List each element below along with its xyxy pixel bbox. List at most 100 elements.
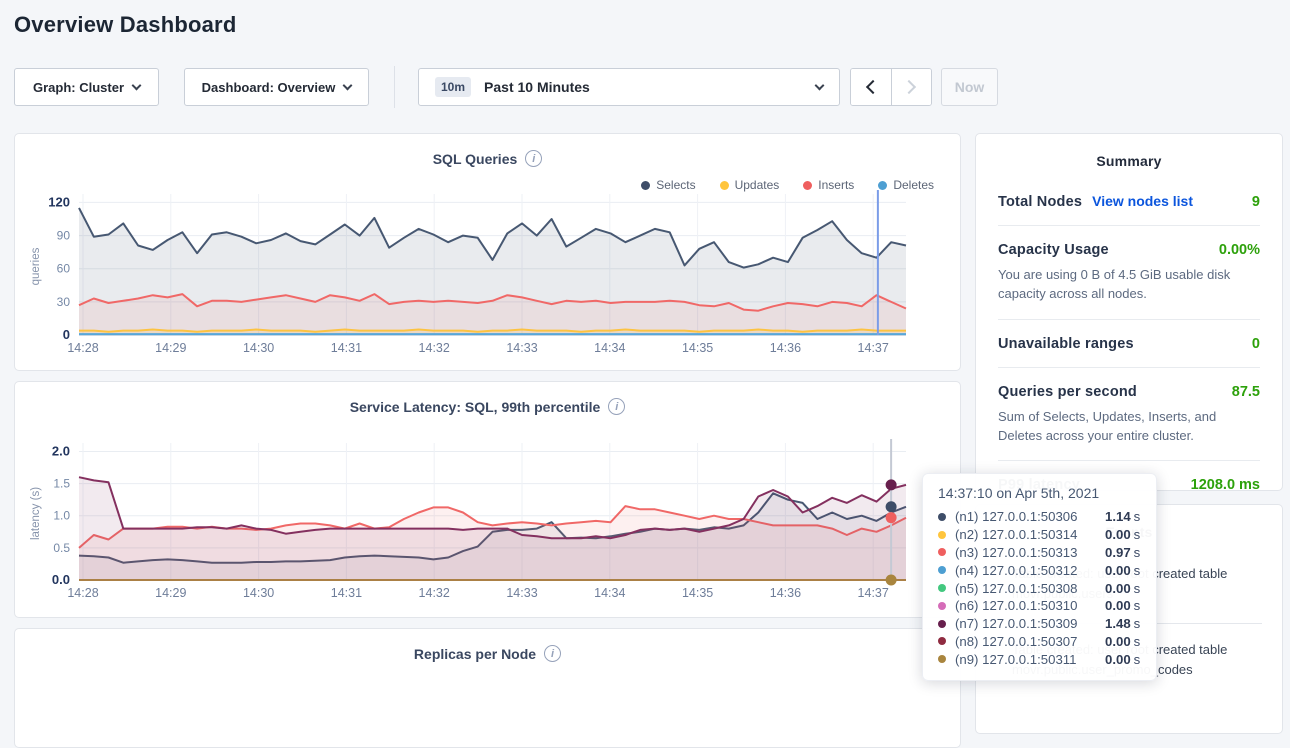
info-icon[interactable]: i bbox=[544, 645, 561, 662]
svg-text:0.5: 0.5 bbox=[53, 541, 70, 555]
tooltip-node-unit: s bbox=[1134, 652, 1141, 667]
tooltip-node-value: 1.48 bbox=[1105, 616, 1131, 631]
node-color-dot bbox=[938, 655, 946, 663]
tooltip-node-value: 0.00 bbox=[1105, 563, 1131, 578]
tooltip-node-unit: s bbox=[1134, 545, 1141, 560]
service-latency-card: Service Latency: SQL, 99th percentile i … bbox=[14, 381, 961, 618]
time-prev-button[interactable] bbox=[851, 69, 892, 105]
summary-stat: Capacity Usage 0.00% You are using 0 B of … bbox=[998, 225, 1260, 319]
tooltip-node-unit: s bbox=[1134, 616, 1141, 631]
chart-hover-tooltip: 14:37:10 on Apr 5th, 2021 (n1) 127.0.0.1… bbox=[922, 473, 1157, 681]
tooltip-row: (n2) 127.0.0.1:503140.00s bbox=[938, 526, 1141, 544]
tooltip-node-address: (n3) 127.0.0.1:50313 bbox=[955, 545, 1105, 560]
node-color-dot bbox=[938, 566, 946, 574]
summary-stat-label: Capacity Usage bbox=[998, 242, 1109, 258]
tooltip-node-unit: s bbox=[1134, 581, 1141, 596]
summary-stat-label: Total Nodes bbox=[998, 194, 1082, 210]
tooltip-node-address: (n7) 127.0.0.1:50309 bbox=[955, 616, 1105, 631]
node-color-dot bbox=[938, 548, 946, 556]
node-color-dot bbox=[938, 602, 946, 610]
chart-title: Replicas per Node bbox=[414, 646, 536, 662]
dashboard-dropdown-label: Dashboard: Overview bbox=[202, 80, 336, 95]
tooltip-node-address: (n5) 127.0.0.1:50308 bbox=[955, 581, 1105, 596]
summary-stat-value: 0 bbox=[1252, 336, 1260, 352]
page-title: Overview Dashboard bbox=[14, 12, 236, 38]
node-color-dot bbox=[938, 620, 946, 628]
summary-stat-desc: You are using 0 B of 4.5 GiB usable disk… bbox=[998, 266, 1260, 304]
summary-stat-value: 1208.0 ms bbox=[1191, 477, 1260, 493]
service-latency-chart[interactable]: 14:2814:2914:3014:3114:3214:3314:3414:35… bbox=[15, 382, 960, 617]
svg-text:14:29: 14:29 bbox=[155, 586, 186, 600]
tooltip-row: (n4) 127.0.0.1:503120.00s bbox=[938, 561, 1141, 579]
tooltip-node-value: 0.00 bbox=[1105, 652, 1131, 667]
svg-text:14:36: 14:36 bbox=[770, 341, 801, 355]
node-color-dot bbox=[938, 531, 946, 539]
time-next-button[interactable] bbox=[892, 69, 932, 105]
node-color-dot bbox=[938, 637, 946, 645]
tooltip-node-value: 0.00 bbox=[1105, 581, 1131, 596]
view-nodes-list-link[interactable]: View nodes list bbox=[1092, 193, 1193, 209]
svg-text:2.0: 2.0 bbox=[52, 443, 70, 458]
svg-text:14:29: 14:29 bbox=[155, 341, 186, 355]
chevron-right-icon bbox=[902, 80, 916, 94]
graph-dropdown[interactable]: Graph: Cluster bbox=[14, 68, 159, 106]
summary-stat-value: 0.00% bbox=[1219, 242, 1260, 258]
tooltip-node-unit: s bbox=[1134, 598, 1141, 613]
svg-text:14:35: 14:35 bbox=[682, 586, 713, 600]
time-range-dropdown[interactable]: 10m Past 10 Minutes bbox=[418, 68, 840, 106]
svg-text:14:30: 14:30 bbox=[243, 341, 274, 355]
dashboard-dropdown[interactable]: Dashboard: Overview bbox=[184, 68, 369, 106]
chevron-down-icon bbox=[132, 81, 142, 91]
time-nav-group bbox=[850, 68, 932, 106]
now-button-label: Now bbox=[955, 79, 985, 95]
node-color-dot bbox=[938, 584, 946, 592]
tooltip-node-value: 0.00 bbox=[1105, 634, 1131, 649]
tooltip-node-address: (n2) 127.0.0.1:50314 bbox=[955, 527, 1105, 542]
summary-stat: Total Nodes View nodes list 9 bbox=[998, 177, 1260, 225]
summary-stat-label: Unavailable ranges bbox=[998, 336, 1134, 352]
chevron-left-icon bbox=[866, 80, 880, 94]
svg-text:14:30: 14:30 bbox=[243, 586, 274, 600]
summary-title: Summary bbox=[976, 134, 1282, 177]
tooltip-node-unit: s bbox=[1134, 634, 1141, 649]
svg-text:14:34: 14:34 bbox=[594, 341, 625, 355]
svg-text:14:37: 14:37 bbox=[858, 341, 889, 355]
svg-text:14:28: 14:28 bbox=[67, 341, 98, 355]
svg-text:30: 30 bbox=[57, 295, 71, 309]
graph-dropdown-label: Graph: Cluster bbox=[33, 80, 124, 95]
svg-text:90: 90 bbox=[57, 229, 71, 243]
svg-text:60: 60 bbox=[57, 262, 71, 276]
tooltip-row: (n1) 127.0.0.1:503061.14s bbox=[938, 508, 1141, 526]
svg-text:0: 0 bbox=[63, 327, 70, 342]
svg-text:14:31: 14:31 bbox=[331, 586, 362, 600]
tooltip-node-value: 0.00 bbox=[1105, 527, 1131, 542]
summary-stat-value: 87.5 bbox=[1232, 384, 1260, 400]
replicas-per-node-card: Replicas per Node i bbox=[14, 628, 961, 748]
now-button[interactable]: Now bbox=[941, 68, 998, 106]
svg-text:120: 120 bbox=[48, 194, 70, 209]
summary-stat-value: 9 bbox=[1252, 194, 1260, 210]
tooltip-node-value: 0.00 bbox=[1105, 598, 1131, 613]
tooltip-row: (n9) 127.0.0.1:503110.00s bbox=[938, 650, 1141, 668]
svg-text:0.0: 0.0 bbox=[52, 572, 70, 587]
svg-text:queries: queries bbox=[30, 247, 42, 285]
tooltip-row: (n5) 127.0.0.1:503080.00s bbox=[938, 579, 1141, 597]
sql-queries-chart[interactable]: 14:2814:2914:3014:3114:3214:3314:3414:35… bbox=[15, 134, 960, 370]
tooltip-node-unit: s bbox=[1134, 527, 1141, 542]
svg-text:14:33: 14:33 bbox=[506, 341, 537, 355]
tooltip-row: (n3) 127.0.0.1:503130.97s bbox=[938, 544, 1141, 562]
svg-text:14:36: 14:36 bbox=[770, 586, 801, 600]
summary-stat-desc: Sum of Selects, Updates, Inserts, and De… bbox=[998, 408, 1260, 446]
svg-text:14:28: 14:28 bbox=[67, 586, 98, 600]
chevron-down-icon bbox=[815, 81, 825, 91]
svg-text:14:35: 14:35 bbox=[682, 341, 713, 355]
svg-text:1.0: 1.0 bbox=[53, 509, 70, 523]
chevron-down-icon bbox=[343, 81, 353, 91]
tooltip-node-value: 0.97 bbox=[1105, 545, 1131, 560]
tooltip-node-address: (n6) 127.0.0.1:50310 bbox=[955, 598, 1105, 613]
time-range-badge: 10m bbox=[435, 77, 471, 97]
tooltip-node-address: (n4) 127.0.0.1:50312 bbox=[955, 563, 1105, 578]
tooltip-node-address: (n8) 127.0.0.1:50307 bbox=[955, 634, 1105, 649]
svg-text:1.5: 1.5 bbox=[53, 477, 70, 491]
svg-text:14:31: 14:31 bbox=[331, 341, 362, 355]
